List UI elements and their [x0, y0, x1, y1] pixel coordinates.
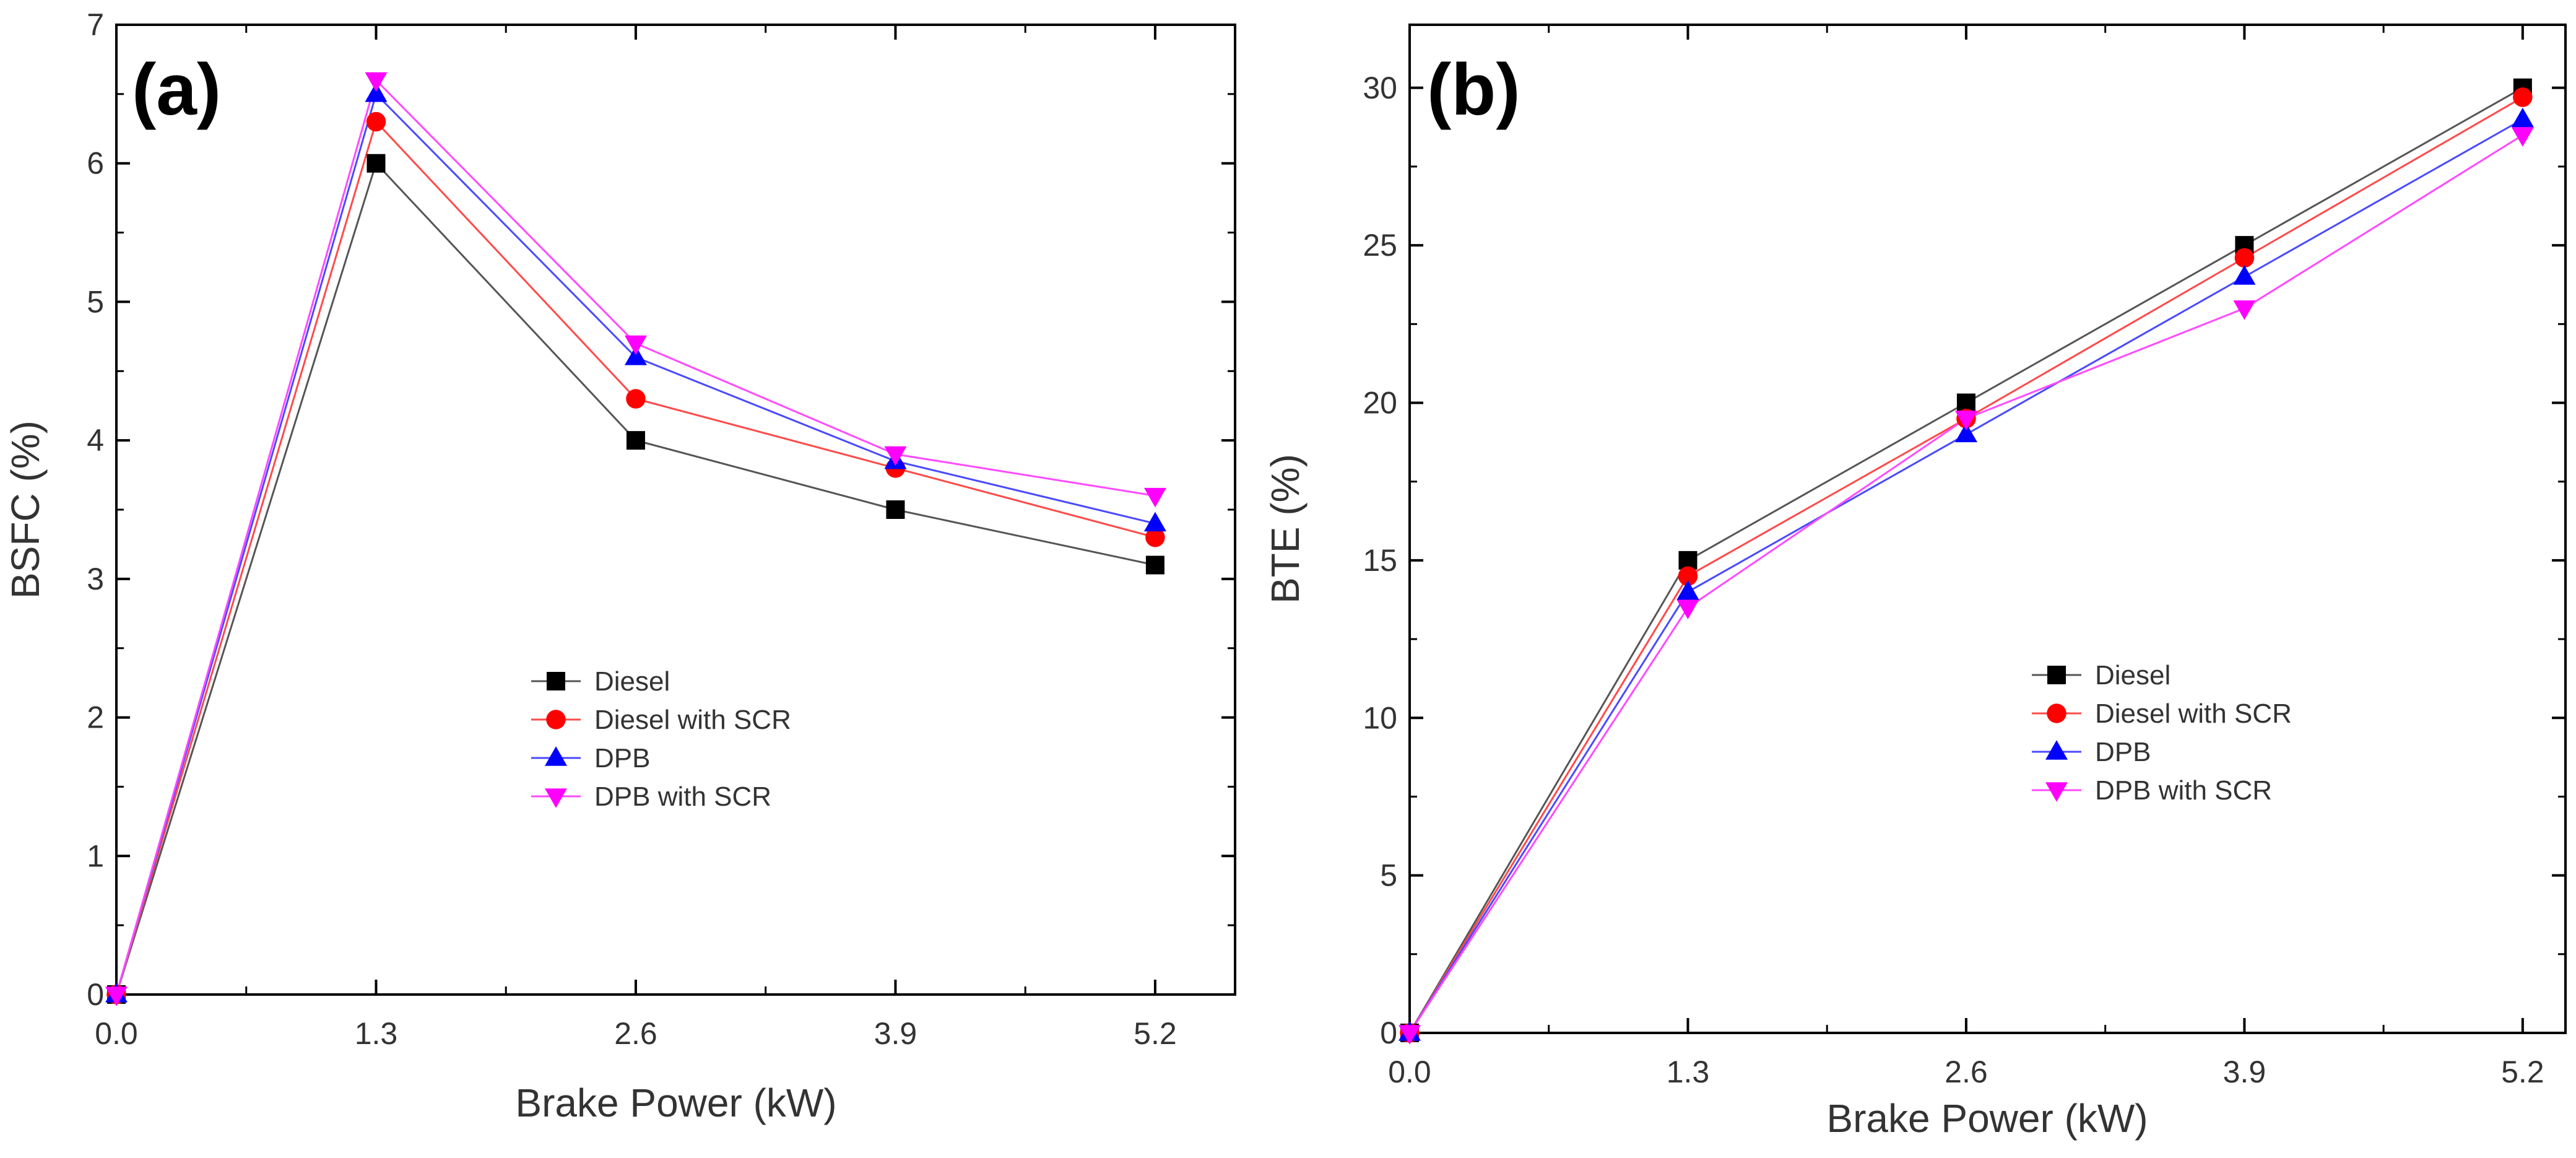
y-tick-label: 1: [87, 838, 104, 873]
y-tick-label: 30: [1363, 71, 1397, 105]
x-tick-label: 3.9: [874, 1016, 917, 1051]
data-point-2-2: [624, 346, 647, 365]
x-axis-title: Brake Power (kW): [515, 1081, 836, 1125]
x-tick-label: 0.0: [1388, 1055, 1431, 1089]
series-line-0: [115, 161, 1156, 995]
legend-marker: [547, 672, 565, 690]
x-tick-label: 1.3: [1667, 1055, 1710, 1089]
chart-panel-a: 0 1 2 3 4 5 6 7 0.0 1.3 2.6 3.9 5.2 Brake Power (kW) B…: [3, 7, 1236, 1125]
panel-label: (a): [132, 49, 221, 131]
data-point-3-1: [1676, 599, 1699, 619]
series-line-2: [1408, 118, 2523, 1034]
legend-marker: [2047, 703, 2066, 723]
data-point-3-3: [2233, 300, 2256, 320]
legend-marker: [2047, 666, 2066, 684]
data-point-2-1: [1676, 580, 1699, 600]
y-tick-label: 15: [1363, 543, 1397, 578]
y-axis-title: BSFC (%): [3, 420, 48, 599]
data-point-0-2: [626, 431, 645, 450]
y-axis-title: BTE (%): [1263, 454, 1308, 604]
x-tick-label: 2.6: [614, 1016, 657, 1051]
data-point-1-4: [1145, 527, 1165, 547]
y-tick-label: 25: [1363, 228, 1397, 263]
data-point-3-2: [624, 335, 647, 355]
x-tick-label: 0.0: [95, 1016, 138, 1051]
legend-marker: [545, 746, 567, 766]
legend-label: Diesel with SCR: [594, 705, 791, 735]
data-point-3-1: [365, 72, 388, 92]
data-point-1-1: [1678, 566, 1698, 586]
legend-label: DPB with SCR: [594, 781, 771, 812]
series-line-3: [115, 78, 1156, 995]
y-tick-label: 0: [87, 977, 104, 1012]
data-point-3-4: [1143, 487, 1166, 508]
plot-frame: [1408, 24, 2567, 1034]
legend-label: DPB with SCR: [2095, 775, 2272, 806]
legend-marker: [545, 788, 567, 808]
x-tick-label: 3.9: [2223, 1055, 2266, 1089]
legend-label: DPB: [594, 743, 650, 773]
data-point-2-4: [2511, 107, 2534, 128]
data-point-2-2: [1954, 422, 1977, 443]
x-tick-label: 2.6: [1945, 1055, 1988, 1089]
data-point-3-0: [105, 986, 128, 1006]
legend-label: Diesel: [2095, 660, 2171, 690]
x-tick-label: 5.2: [2501, 1055, 2544, 1089]
data-point-0-1: [1678, 551, 1698, 570]
data-point-3-0: [1399, 1025, 1421, 1045]
y-tick-label: 4: [87, 423, 104, 458]
data-point-1-2: [626, 389, 646, 409]
y-tick-label: 2: [87, 700, 104, 735]
data-point-1-4: [2513, 87, 2533, 107]
data-point-2-3: [2233, 265, 2256, 285]
data-point-2-1: [365, 82, 388, 102]
legend-marker: [2045, 740, 2068, 760]
series-line-3: [1408, 134, 2523, 1034]
legend: Diesel Diesel with SCR DPB DPB with SCR: [2032, 660, 2292, 806]
data-point-3-3: [884, 446, 907, 466]
data-point-2-4: [1143, 512, 1166, 532]
y-tick-label: 10: [1363, 700, 1397, 735]
series-line-0: [1408, 87, 2523, 1034]
legend-label: Diesel: [594, 666, 670, 697]
data-point-3-2: [1954, 411, 1977, 430]
data-point-3-4: [2511, 127, 2534, 147]
series-line-1: [115, 120, 1156, 995]
panel-label: (b): [1427, 49, 1520, 131]
y-tick-label: 5: [87, 284, 104, 319]
x-tick-label: 1.3: [355, 1016, 398, 1051]
legend: Diesel Diesel with SCR DPB DPB with SCR: [531, 666, 791, 812]
legend-label: DPB: [2095, 737, 2151, 767]
y-tick-label: 6: [87, 146, 104, 181]
plot-frame: [115, 24, 1236, 996]
y-tick-label: 5: [1380, 858, 1397, 893]
chart-panel-b: 0 5 10 15 20 25 30 0.0 1.3 2.6 3.9 5.2 Brake Power (…: [1263, 24, 2567, 1141]
data-point-0-3: [886, 500, 905, 519]
data-point-1-3: [2234, 248, 2255, 268]
series-line-1: [1408, 96, 2523, 1034]
y-tick-label: 20: [1363, 386, 1397, 420]
legend-marker: [2045, 782, 2068, 802]
data-point-0-4: [1145, 555, 1164, 575]
data-point-0-2: [1956, 393, 1975, 412]
x-axis-title: Brake Power (kW): [1826, 1096, 2148, 1141]
y-tick-label: 0: [1380, 1016, 1397, 1050]
legend-marker: [546, 710, 566, 729]
y-tick-label: 7: [87, 7, 104, 42]
data-point-1-1: [366, 111, 386, 132]
data-point-0-1: [366, 154, 386, 173]
y-tick-label: 3: [87, 562, 104, 596]
series-line-2: [115, 92, 1156, 995]
legend-label: Diesel with SCR: [2095, 699, 2292, 729]
x-tick-label: 5.2: [1134, 1016, 1177, 1051]
